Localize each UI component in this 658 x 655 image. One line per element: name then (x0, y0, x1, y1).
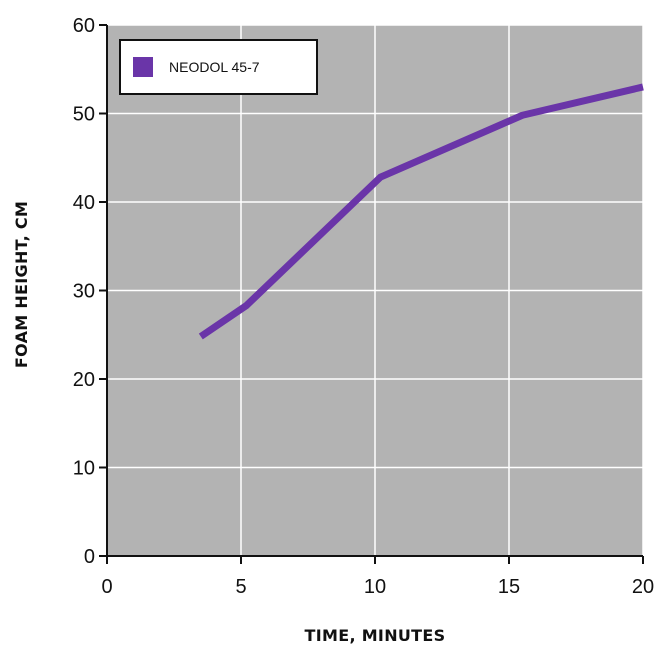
y-tick-label: 30 (73, 281, 95, 303)
axes (99, 24, 644, 564)
series-line (198, 83, 644, 340)
y-tick-label: 60 (73, 15, 95, 37)
legend-label: NEODOL 45-7 (169, 59, 260, 75)
legend: NEODOL 45-7 (119, 39, 318, 95)
x-tick-label: 20 (632, 576, 654, 598)
series-layer (198, 83, 644, 340)
tick-labels: 0 10 20 30 40 50 60 0 5 10 15 20 (73, 15, 654, 598)
y-tick-label: 20 (73, 369, 95, 391)
x-tick-label: 10 (364, 576, 386, 598)
legend-swatch (133, 57, 153, 77)
y-tick-label: 0 (84, 546, 95, 568)
grid-lines (107, 24, 644, 556)
x-tick-label: 0 (101, 576, 112, 598)
y-axis-title: FOAM HEIGHT, CM (12, 201, 31, 368)
x-tick-label: 15 (498, 576, 520, 598)
y-tick-label: 10 (73, 458, 95, 480)
x-tick-label: 5 (235, 576, 246, 598)
y-tick-label: 40 (73, 192, 95, 214)
x-axis-title: TIME, MINUTES (305, 626, 446, 645)
y-tick-label: 50 (73, 104, 95, 126)
